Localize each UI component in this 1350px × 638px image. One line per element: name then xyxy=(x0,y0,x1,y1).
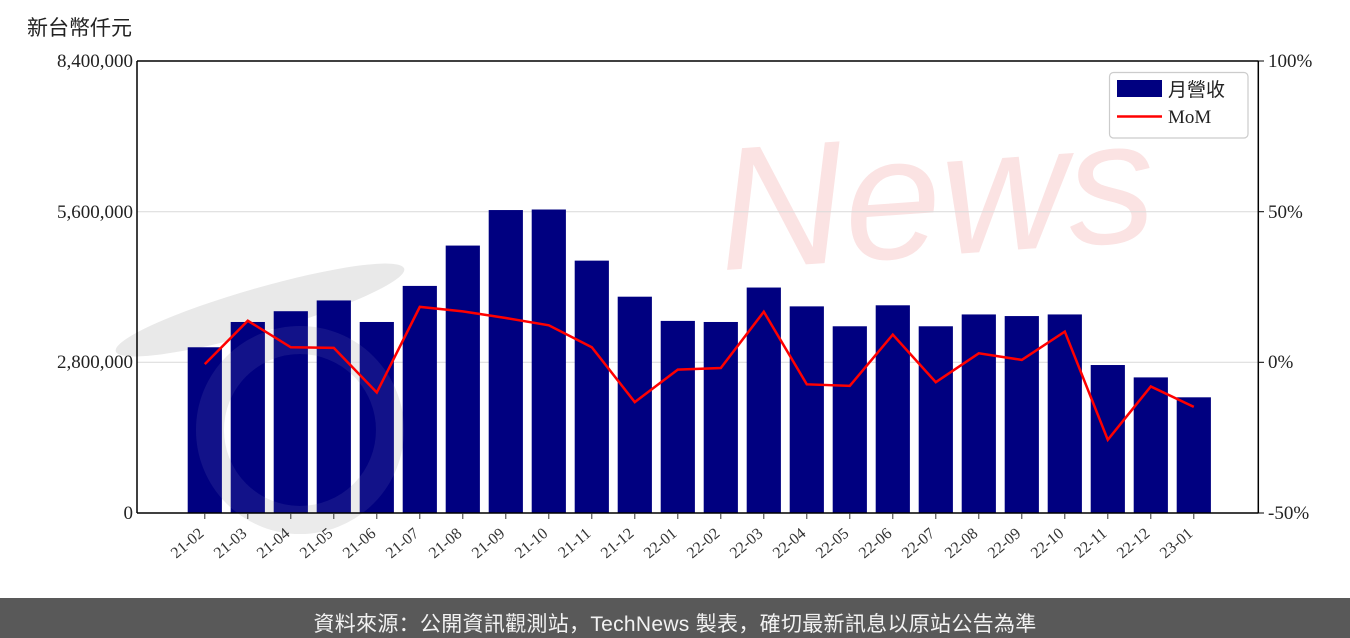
svg-text:22-12: 22-12 xyxy=(1114,525,1154,562)
svg-text:MoM: MoM xyxy=(1168,107,1211,128)
svg-text:22-02: 22-02 xyxy=(684,525,724,562)
svg-text:21-12: 21-12 xyxy=(598,525,638,562)
svg-text:0%: 0% xyxy=(1268,352,1294,373)
svg-text:21-08: 21-08 xyxy=(426,525,466,562)
svg-text:50%: 50% xyxy=(1268,202,1303,223)
svg-text:22-07: 22-07 xyxy=(899,525,939,562)
svg-text:21-11: 21-11 xyxy=(555,525,594,562)
svg-text:22-10: 22-10 xyxy=(1028,525,1068,562)
svg-text:2,800,000: 2,800,000 xyxy=(57,352,133,373)
svg-text:21-06: 21-06 xyxy=(340,525,380,562)
svg-text:5,600,000: 5,600,000 xyxy=(57,202,133,223)
svg-text:21-03: 21-03 xyxy=(211,525,251,562)
svg-text:-50%: -50% xyxy=(1268,503,1309,524)
svg-text:22-09: 22-09 xyxy=(985,525,1025,562)
svg-text:21-07: 21-07 xyxy=(383,525,423,562)
svg-text:22-11: 22-11 xyxy=(1071,525,1110,562)
svg-text:22-06: 22-06 xyxy=(856,525,896,562)
svg-text:100%: 100% xyxy=(1268,51,1313,72)
svg-text:22-01: 22-01 xyxy=(641,525,681,562)
svg-text:21-10: 21-10 xyxy=(512,525,552,562)
svg-text:22-08: 22-08 xyxy=(942,525,982,562)
svg-text:0: 0 xyxy=(124,503,134,524)
svg-text:22-03: 22-03 xyxy=(727,525,767,562)
svg-text:21-02: 21-02 xyxy=(168,525,208,562)
svg-text:21-09: 21-09 xyxy=(469,525,509,562)
svg-text:22-05: 22-05 xyxy=(813,525,853,562)
svg-text:8,400,000: 8,400,000 xyxy=(57,51,133,72)
svg-text:23-01: 23-01 xyxy=(1157,525,1197,562)
svg-text:月營收: 月營收 xyxy=(1168,79,1225,101)
svg-text:News: News xyxy=(711,83,1161,308)
svg-text:22-04: 22-04 xyxy=(770,525,810,562)
